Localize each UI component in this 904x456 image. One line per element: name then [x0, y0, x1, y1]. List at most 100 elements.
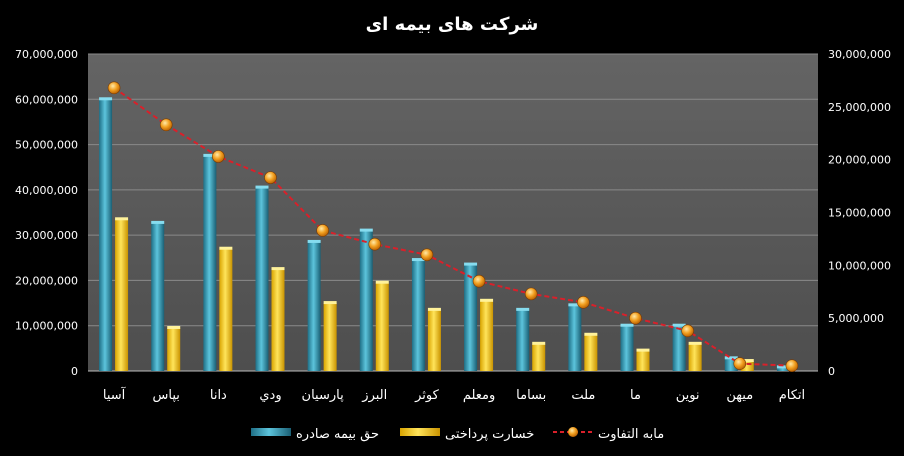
line-marker-difference	[733, 357, 747, 370]
bar-premium-cap	[724, 356, 738, 360]
x-tick-label: ما	[630, 388, 641, 403]
bar-claims-cap	[271, 267, 285, 271]
y-axis-right: 0 5,000,000 10,000,000 15,000,000 20,000,000…	[828, 48, 891, 378]
line-marker-difference	[107, 81, 121, 95]
x-tick-label: آسيا	[103, 386, 127, 403]
bar-premium-cap	[672, 323, 686, 327]
chart-title: شرکت های بیمه ای	[366, 14, 539, 35]
bar-premium-cap	[568, 303, 582, 307]
x-tick-label: ومعلم	[463, 388, 495, 403]
bar-claims-cap	[427, 307, 441, 311]
y-right-tick-label: 15,000,000	[828, 207, 891, 220]
line-marker-difference	[681, 324, 694, 338]
line-marker-difference	[577, 296, 590, 309]
bar-claims	[740, 361, 754, 371]
bar-premium-cap	[776, 365, 790, 369]
bar-claims-cap	[167, 325, 181, 329]
bar-premium	[620, 325, 634, 371]
legend-swatch-premium	[251, 428, 291, 436]
bar-claims-cap	[636, 348, 650, 352]
bar-claims-cap	[115, 217, 129, 221]
x-tick-label: دانا	[210, 388, 227, 403]
y-left-tick-label: 70,000,000	[15, 48, 78, 61]
x-tick-label: بپاس	[153, 388, 180, 403]
legend-label-difference: مابه التفاوت	[598, 427, 664, 442]
bar-claims	[584, 334, 598, 371]
line-marker-difference	[159, 118, 173, 132]
bar-claims-cap	[584, 332, 598, 336]
x-tick-label: کوثر	[414, 388, 440, 403]
y-right-tick-label: 5,000,000	[828, 312, 884, 325]
bar-premium	[359, 230, 373, 371]
x-tick-label: ملت	[571, 388, 595, 403]
bar-premium	[776, 367, 790, 371]
x-tick-label: البرز	[361, 388, 387, 403]
line-marker-difference	[212, 150, 225, 163]
line-path-difference	[113, 86, 792, 367]
bar-premium-cap	[516, 307, 530, 311]
bar-claims	[271, 269, 285, 371]
bar-premium	[464, 264, 478, 371]
y-right-tick-label: 20,000,000	[828, 154, 891, 167]
y-left-tick-label: 0	[71, 365, 78, 378]
y-right-tick-label: 10,000,000	[828, 259, 891, 272]
bar-claims-cap	[375, 280, 389, 284]
bar-premium-cap	[151, 220, 165, 224]
line-marker-difference	[785, 359, 799, 373]
y-right-tick-label: 25,000,000	[828, 101, 891, 114]
y-left-tick-label: 50,000,000	[15, 139, 78, 152]
legend-swatch-claims	[400, 428, 440, 436]
line-marker-difference	[472, 274, 486, 288]
y-right-tick-label: 0	[828, 365, 835, 378]
x-tick-label: پارسيان	[302, 388, 345, 403]
legend: حق بيمه صادره خسارت پرداختی مابه التفاوت	[251, 427, 664, 442]
bar-claims	[115, 219, 129, 371]
bar-claims	[375, 282, 389, 371]
bar-premium-cap	[99, 97, 113, 101]
bar-premium-cap	[255, 185, 269, 189]
y-left-tick-label: 10,000,000	[15, 320, 78, 333]
bar-premium	[307, 241, 321, 371]
y-right-tick-label: 30,000,000	[828, 48, 891, 61]
bar-claims	[323, 303, 337, 371]
bar-premium-cap	[464, 262, 478, 266]
line-marker-difference	[368, 237, 382, 251]
bar-premium	[411, 260, 425, 371]
legend-label-claims: خسارت پرداختی	[445, 427, 534, 442]
bar-claims-cap	[532, 341, 546, 345]
bar-premium-cap	[411, 258, 425, 262]
bar-claims-cap	[480, 298, 494, 302]
x-tick-label: ودي	[259, 388, 281, 403]
bar-premium	[99, 99, 113, 372]
bar-premium	[672, 325, 686, 371]
bar-premium-cap	[620, 323, 634, 327]
y-left-tick-label: 20,000,000	[15, 274, 78, 287]
y-left-tick-label: 40,000,000	[15, 184, 78, 197]
bar-claims	[532, 343, 546, 371]
line-series	[107, 81, 799, 373]
bar-premium-cap	[203, 153, 217, 157]
line-marker-difference	[524, 287, 538, 301]
bar-claims-cap	[740, 359, 754, 363]
line-marker-difference	[316, 224, 329, 237]
x-axis: آسيا بپاس دانا ودي پارسيان البرز کوثر ومعلم بسام…	[103, 386, 805, 403]
bar-claims	[688, 343, 702, 371]
bar-premium	[255, 187, 269, 371]
plot-background	[88, 54, 818, 371]
y-axis-left: 0 10,000,000 20,000,000 30,000,000 40,000,00…	[15, 48, 78, 378]
bar-premium-cap	[307, 239, 321, 243]
bar-claims	[427, 309, 441, 371]
y-left-tick-label: 30,000,000	[15, 229, 78, 242]
x-tick-label: بساما	[516, 388, 546, 403]
x-tick-label: اتكام	[779, 388, 805, 403]
x-tick-label: ميهن	[726, 388, 753, 403]
bar-premium	[568, 305, 582, 371]
y-left-tick-label: 60,000,000	[15, 93, 78, 106]
legend-label-premium: حق بيمه صادره	[296, 427, 379, 442]
line-marker-difference	[420, 248, 434, 262]
bar-premium	[203, 155, 217, 371]
bar-premium	[516, 309, 530, 371]
bar-claims	[480, 300, 494, 371]
